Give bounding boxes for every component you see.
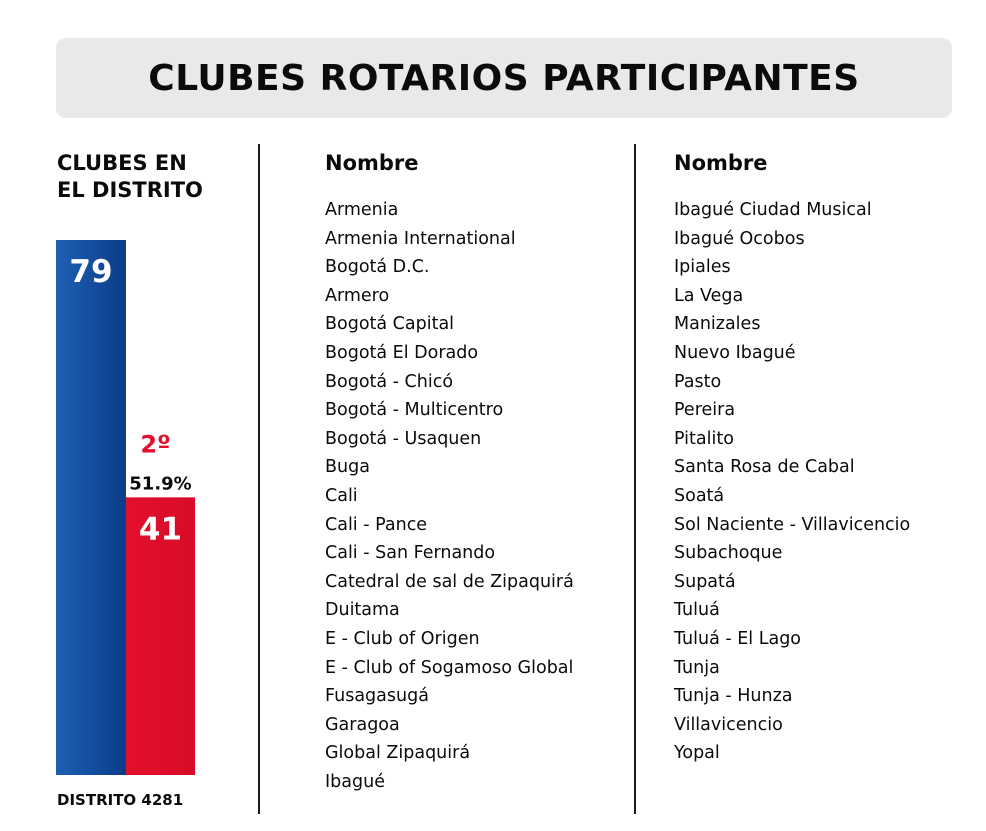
list-item: Ipiales	[674, 257, 731, 278]
list-item: Global Zipaquirá	[325, 743, 471, 764]
list-item: Armero	[325, 285, 390, 306]
list-item: Pitalito	[674, 428, 734, 449]
list-item: Bogotá El Dorado	[325, 342, 479, 363]
list-item: Bogotá - Usaquen	[325, 428, 482, 449]
list-item: Ibagué Ocobos	[674, 228, 805, 249]
list-item: Duitama	[325, 600, 400, 621]
list-item: Armenia	[325, 200, 399, 220]
list-item: Villavicencio	[674, 714, 783, 735]
list-item: Sol Naciente - Villavicencio	[674, 514, 911, 535]
list-item: Soatá	[674, 485, 725, 506]
list-item: Tuluá - El Lago	[674, 628, 802, 649]
list-item: Tunja	[674, 657, 720, 678]
list-item: Pasto	[674, 371, 722, 392]
list-item: Tunja - Hunza	[674, 686, 793, 707]
list-item: Ibagué	[325, 771, 385, 792]
column-header: Nombre	[674, 151, 768, 175]
list-item: Santa Rosa de Cabal	[674, 457, 855, 478]
list-item: E - Club of Origen	[325, 628, 480, 649]
percent-label: 51.9%	[129, 473, 191, 494]
column-divider-2	[634, 144, 636, 814]
list-item: Cali	[325, 485, 358, 506]
column-header: Nombre	[325, 151, 419, 175]
list-item: Bogotá - Multicentro	[325, 400, 504, 421]
list-item: Bogotá - Chicó	[325, 371, 454, 392]
list-item: Cali - Pance	[325, 514, 428, 535]
list-item: Buga	[325, 457, 370, 478]
list-item: Subachoque	[674, 543, 783, 564]
list-item: Bogotá D.C.	[325, 257, 430, 278]
rank-label: 2º	[140, 430, 170, 458]
list-item: La Vega	[674, 285, 744, 306]
list-item: E - Club of Sogamoso Global	[325, 657, 574, 678]
list-item: Yopal	[674, 743, 720, 764]
list-item: Ibagué Ciudad Musical	[674, 200, 872, 220]
chart-heading: CLUBES EN EL DISTRITO	[57, 151, 203, 202]
column-divider-1	[258, 144, 260, 814]
club-column-2: Nombre Ibagué Ciudad Musical Ibagué Ocobo…	[674, 149, 910, 768]
list-item: Cali - San Fernando	[325, 543, 496, 564]
list-item: Manizales	[674, 314, 761, 335]
list-item: Nuevo Ibagué	[674, 342, 796, 363]
page-title: CLUBES ROTARIOS PARTICIPANTES	[148, 57, 860, 99]
list-item: Supatá	[674, 571, 736, 592]
list-item: Catedral de sal de Zipaquirá	[325, 571, 574, 592]
list-item: Garagoa	[325, 714, 400, 735]
title-bar: CLUBES ROTARIOS PARTICIPANTES	[56, 38, 952, 118]
bar-value-label: 79	[69, 254, 112, 290]
bar-total	[56, 240, 126, 775]
list-item: Pereira	[674, 400, 736, 421]
club-column-1: Nombre Armenia Armenia International Bogot…	[325, 149, 574, 796]
bar-value-label: 41	[139, 511, 182, 547]
list-item: Bogotá Capital	[325, 314, 455, 335]
list-item: Tuluá	[674, 600, 720, 621]
list-item: Fusagasugá	[325, 686, 429, 707]
district-label: DISTRITO 4281	[57, 791, 184, 809]
club-list: Armenia Armenia International Bogotá D.C. A…	[325, 196, 574, 796]
list-item: Armenia International	[325, 228, 516, 249]
club-list: Ibagué Ciudad Musical Ibagué Ocobos Ipiale…	[674, 196, 910, 768]
bar-participating	[126, 497, 195, 775]
